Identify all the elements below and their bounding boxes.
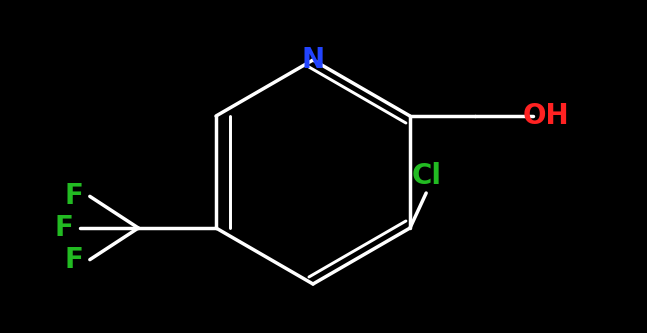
Text: Cl: Cl — [411, 163, 441, 190]
Text: F: F — [64, 182, 83, 210]
Text: OH: OH — [523, 102, 569, 130]
Text: N: N — [302, 46, 325, 74]
Text: F: F — [64, 246, 83, 274]
Text: F: F — [54, 214, 73, 242]
